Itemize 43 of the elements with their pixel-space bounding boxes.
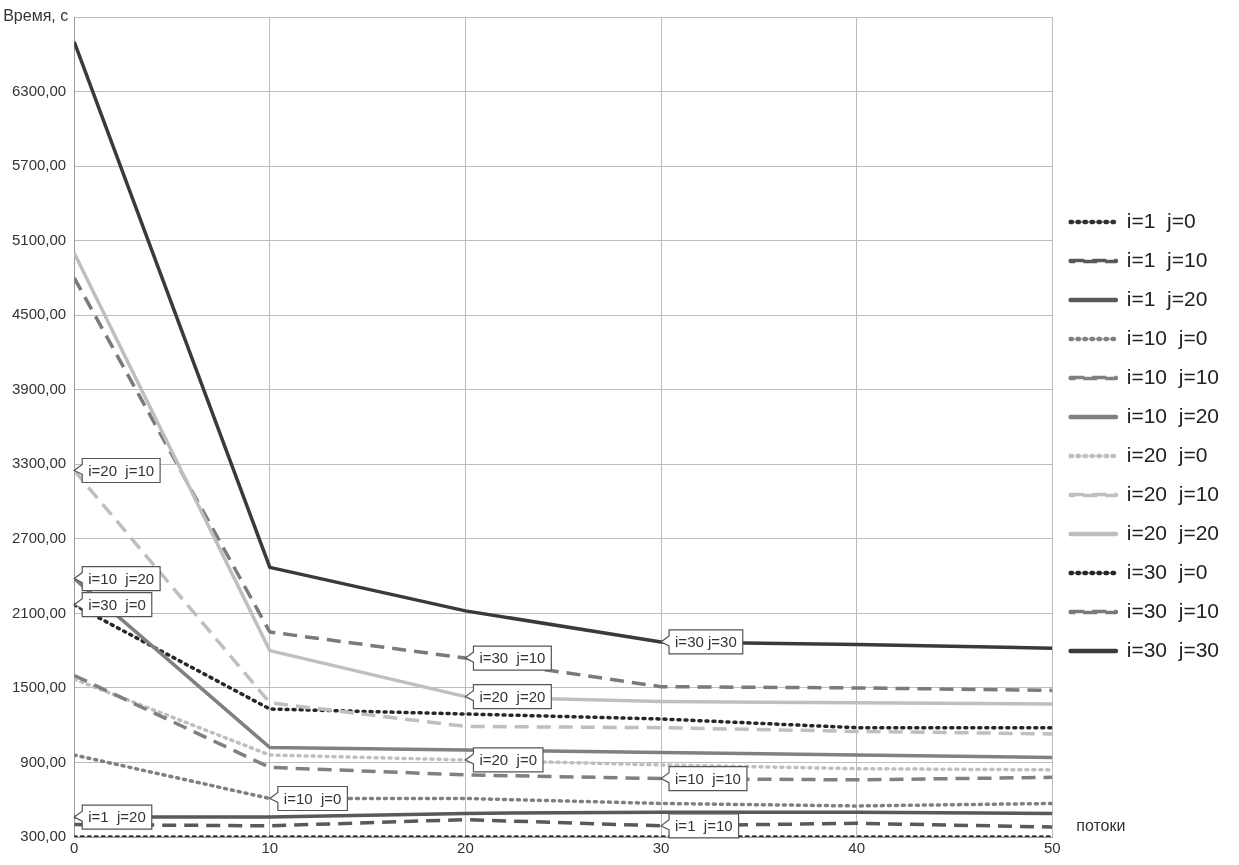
y-tick-label: 3900,00 <box>11 379 67 397</box>
annotation: i=20 j=20 <box>479 687 546 705</box>
x-tick-label: 40 <box>848 839 865 857</box>
annotation: i=10 j=0 <box>283 789 342 807</box>
annotation: i=10 j=10 <box>675 769 741 787</box>
y-tick-label: 4500,00 <box>11 305 67 323</box>
y-tick-label: 1500,00 <box>11 678 67 696</box>
annotation: i=1 j=10 <box>675 816 733 834</box>
x-tick-label: 10 <box>261 839 279 857</box>
x-tick-label: 30 <box>652 839 670 857</box>
x-axis-title: потоки <box>1076 817 1126 835</box>
annotation: i=1 j=20 <box>88 808 146 826</box>
x-tick-label: 20 <box>457 839 474 857</box>
y-tick-label: 2700,00 <box>11 528 67 546</box>
x-tick-label: 50 <box>1043 839 1061 857</box>
annotation: i=30 j=0 <box>88 595 146 613</box>
y-tick-label: 3300,00 <box>11 454 67 472</box>
legend-label: i=30 j=30 <box>1126 637 1220 661</box>
legend-label: i=20 j=20 <box>1126 520 1220 544</box>
y-axis-title: Время, с <box>3 7 69 25</box>
legend-label: i=10 j=10 <box>1126 364 1220 388</box>
y-tick-label: 5100,00 <box>11 230 67 248</box>
line-series <box>74 753 1053 808</box>
y-tick-label: 300,00 <box>20 827 67 845</box>
annotation: i=30 j=30 <box>675 633 737 651</box>
y-tick-label: 2100,00 <box>11 603 67 621</box>
y-tick-label: 900,00 <box>20 752 67 770</box>
legend-label: i=30 j=0 <box>1126 559 1208 583</box>
legend-label: i=1 j=20 <box>1126 286 1208 310</box>
legend-label: i=30 j=10 <box>1126 598 1220 622</box>
legend-label: i=1 j=0 <box>1126 208 1196 232</box>
legend-label: i=10 j=20 <box>1126 403 1220 427</box>
legend-label: i=10 j=0 <box>1126 325 1208 349</box>
legend-label: i=1 j=10 <box>1126 247 1208 271</box>
x-tick-label: 0 <box>70 839 79 857</box>
y-tick-label: 6300,00 <box>11 81 67 99</box>
y-tick-label: 5700,00 <box>11 156 67 174</box>
legend-label: i=20 j=0 <box>1126 442 1208 466</box>
annotation: i=20 j=0 <box>479 751 537 769</box>
annotation: i=10 j=20 <box>88 569 155 587</box>
annotation: i=30 j=10 <box>479 649 546 667</box>
annotation: i=20 j=10 <box>88 461 155 479</box>
legend-label: i=20 j=10 <box>1126 481 1220 505</box>
